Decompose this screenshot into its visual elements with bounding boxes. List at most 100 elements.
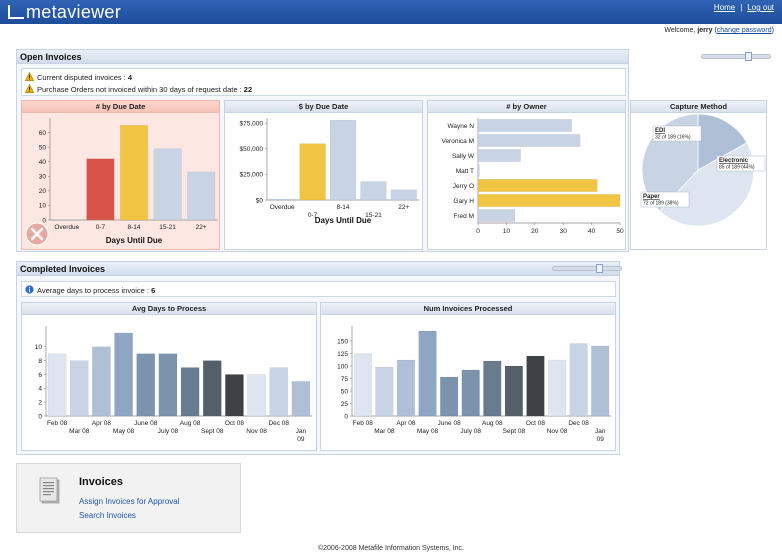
bar (180, 367, 200, 417)
open-invoices-panel: Open Invoices Current disputed invoices … (16, 49, 771, 252)
chart-capture-method[interactable]: Capture Method EDI 32 of 189 (16%) Electro… (630, 100, 767, 250)
x-tick-label: June 08 (134, 420, 158, 427)
change-password-link[interactable]: change password (716, 27, 772, 34)
bar (114, 332, 133, 417)
bar (202, 360, 222, 417)
chart-title: Num Invoices Processed (321, 303, 615, 315)
chart-dollars-by-due-date[interactable]: $ by Due Date $0 $25,000 $50,000 $75,000 Ove… (224, 100, 423, 250)
x-tick-label: 15-21 (365, 212, 382, 219)
x-tick-label-line2: 09 (597, 436, 605, 443)
chart-count-by-owner[interactable]: # by Owner Wayne N Veronica M Sally W Matt … (427, 100, 626, 250)
x-tick-label: Jan (595, 428, 606, 435)
y-tick-label: $50,000 (240, 146, 264, 153)
bar (153, 148, 182, 221)
x-tick-label: July 08 (460, 428, 481, 435)
bar (158, 353, 178, 417)
x-tick-label-line2: 09 (297, 436, 305, 443)
x-tick-label: Jan (296, 428, 307, 435)
x-tick-label: 0 (476, 228, 480, 235)
invoices-box: Invoices Assign Invoices for Approval Se… (16, 463, 241, 533)
disputed-alert: Current disputed invoices : 4 (25, 72, 132, 82)
pie-label-detail: 85 of 189 (44%) (719, 165, 755, 171)
pie-label-name: EDI (655, 128, 665, 134)
disputed-alert-value: 4 (127, 73, 133, 82)
dollars-by-due-date-plot: $0 $25,000 $50,000 $75,000 Overdue 0-7 8-14 15-… (240, 118, 419, 225)
po-alert-text: Purchase Orders not invoiced within 30 d… (37, 85, 242, 94)
x-tick-label: June 08 (438, 420, 462, 427)
x-tick-label: 50 (616, 228, 624, 235)
completed-invoices-slider[interactable] (552, 264, 622, 273)
x-tick-label: Overdue (54, 224, 79, 231)
app-logo[interactable]: metaviewer (8, 2, 121, 23)
bar (247, 374, 266, 417)
welcome-prefix: Welcome, (664, 27, 696, 34)
y-tick-label: 60 (39, 130, 47, 137)
logout-link[interactable]: Log out (747, 3, 774, 12)
chart-title: # by Owner (428, 101, 625, 113)
y-category-label: Jerry O (453, 183, 474, 190)
bar (483, 360, 502, 417)
chart-title: # by Due Date (22, 101, 219, 113)
y-tick-label: 75 (341, 376, 349, 383)
y-category-label: Veronica M (441, 138, 474, 145)
pie-label-box (716, 155, 766, 172)
y-tick-label: 30 (39, 174, 47, 181)
x-tick-label: Mar 08 (374, 428, 395, 435)
bar (418, 330, 437, 417)
bar (269, 367, 289, 417)
pie-label-name: Paper (643, 194, 660, 200)
bar (477, 119, 572, 132)
x-tick-label: Nov 08 (246, 428, 267, 435)
home-link[interactable]: Home (713, 3, 736, 12)
completed-invoices-slider-knob[interactable] (596, 264, 603, 273)
y-tick-label: 0 (42, 217, 46, 224)
x-tick-label: 22+ (398, 204, 409, 211)
chart-num-invoices-processed[interactable]: Num Invoices Processed 0 25 50 75 100 125 150 F… (320, 302, 616, 451)
y-tick-label: 25 (341, 401, 349, 408)
y-tick-label: 6 (38, 372, 42, 379)
bar (119, 125, 149, 221)
bar (299, 143, 326, 201)
open-invoices-alerts: Current disputed invoices : 4 Purchase O… (21, 68, 626, 96)
y-tick-label: 20 (39, 188, 47, 195)
x-tick-label: Overdue (270, 204, 295, 211)
assign-invoices-link[interactable]: Assign Invoices for Approval (79, 497, 180, 506)
y-category-label: Gary H (453, 198, 474, 205)
chart-count-by-due-date[interactable]: # by Due Date 0 10 20 30 40 50 60 Overdue 0-7 8-1… (21, 100, 220, 250)
search-invoices-link[interactable]: Search Invoices (79, 511, 136, 520)
open-invoices-slider-knob[interactable] (745, 52, 752, 61)
chart-title: $ by Due Date (225, 101, 422, 113)
avg-days-info-value: 6 (151, 286, 156, 295)
bar (477, 179, 598, 192)
header-bar: metaviewer Home | Log out (0, 0, 782, 24)
y-tick-label: 125 (337, 351, 348, 358)
x-tick-label: Sept 08 (503, 428, 526, 435)
y-tick-label: 50 (341, 388, 349, 395)
open-invoices-title: Open Invoices (20, 52, 82, 62)
welcome-message: Welcome, jerry (change password) (664, 27, 774, 34)
bar (477, 149, 521, 162)
x-tick-label: Mar 08 (69, 428, 90, 435)
bar (440, 376, 459, 417)
welcome-user: jerry (697, 27, 713, 34)
x-tick-label: Oct 08 (225, 420, 245, 427)
bar (504, 365, 523, 417)
y-tick-label: 8 (38, 358, 42, 365)
invoices-title: Invoices (79, 476, 124, 488)
y-category-label: Fred M (453, 213, 474, 220)
x-tick-label: Apr 08 (396, 420, 416, 427)
y-tick-label: 0 (344, 413, 348, 420)
error-x-mark (30, 227, 44, 241)
x-tick-label: July 08 (158, 428, 179, 435)
pie-label-detail: 72 of 189 (38%) (643, 201, 679, 207)
chart-avg-days-to-process[interactable]: Avg Days to Process 0 2 4 6 8 10 Feb 08 Mar 08 A… (21, 302, 317, 451)
open-invoices-slider[interactable] (701, 52, 771, 61)
x-axis-title: Days Until Due (315, 216, 372, 225)
x-tick-label: May 08 (113, 428, 135, 435)
completed-invoices-info: Average days to process invoice : 6 (21, 281, 616, 297)
y-category-label: Matt T (456, 168, 474, 175)
bar (396, 359, 416, 417)
bar (86, 158, 115, 221)
